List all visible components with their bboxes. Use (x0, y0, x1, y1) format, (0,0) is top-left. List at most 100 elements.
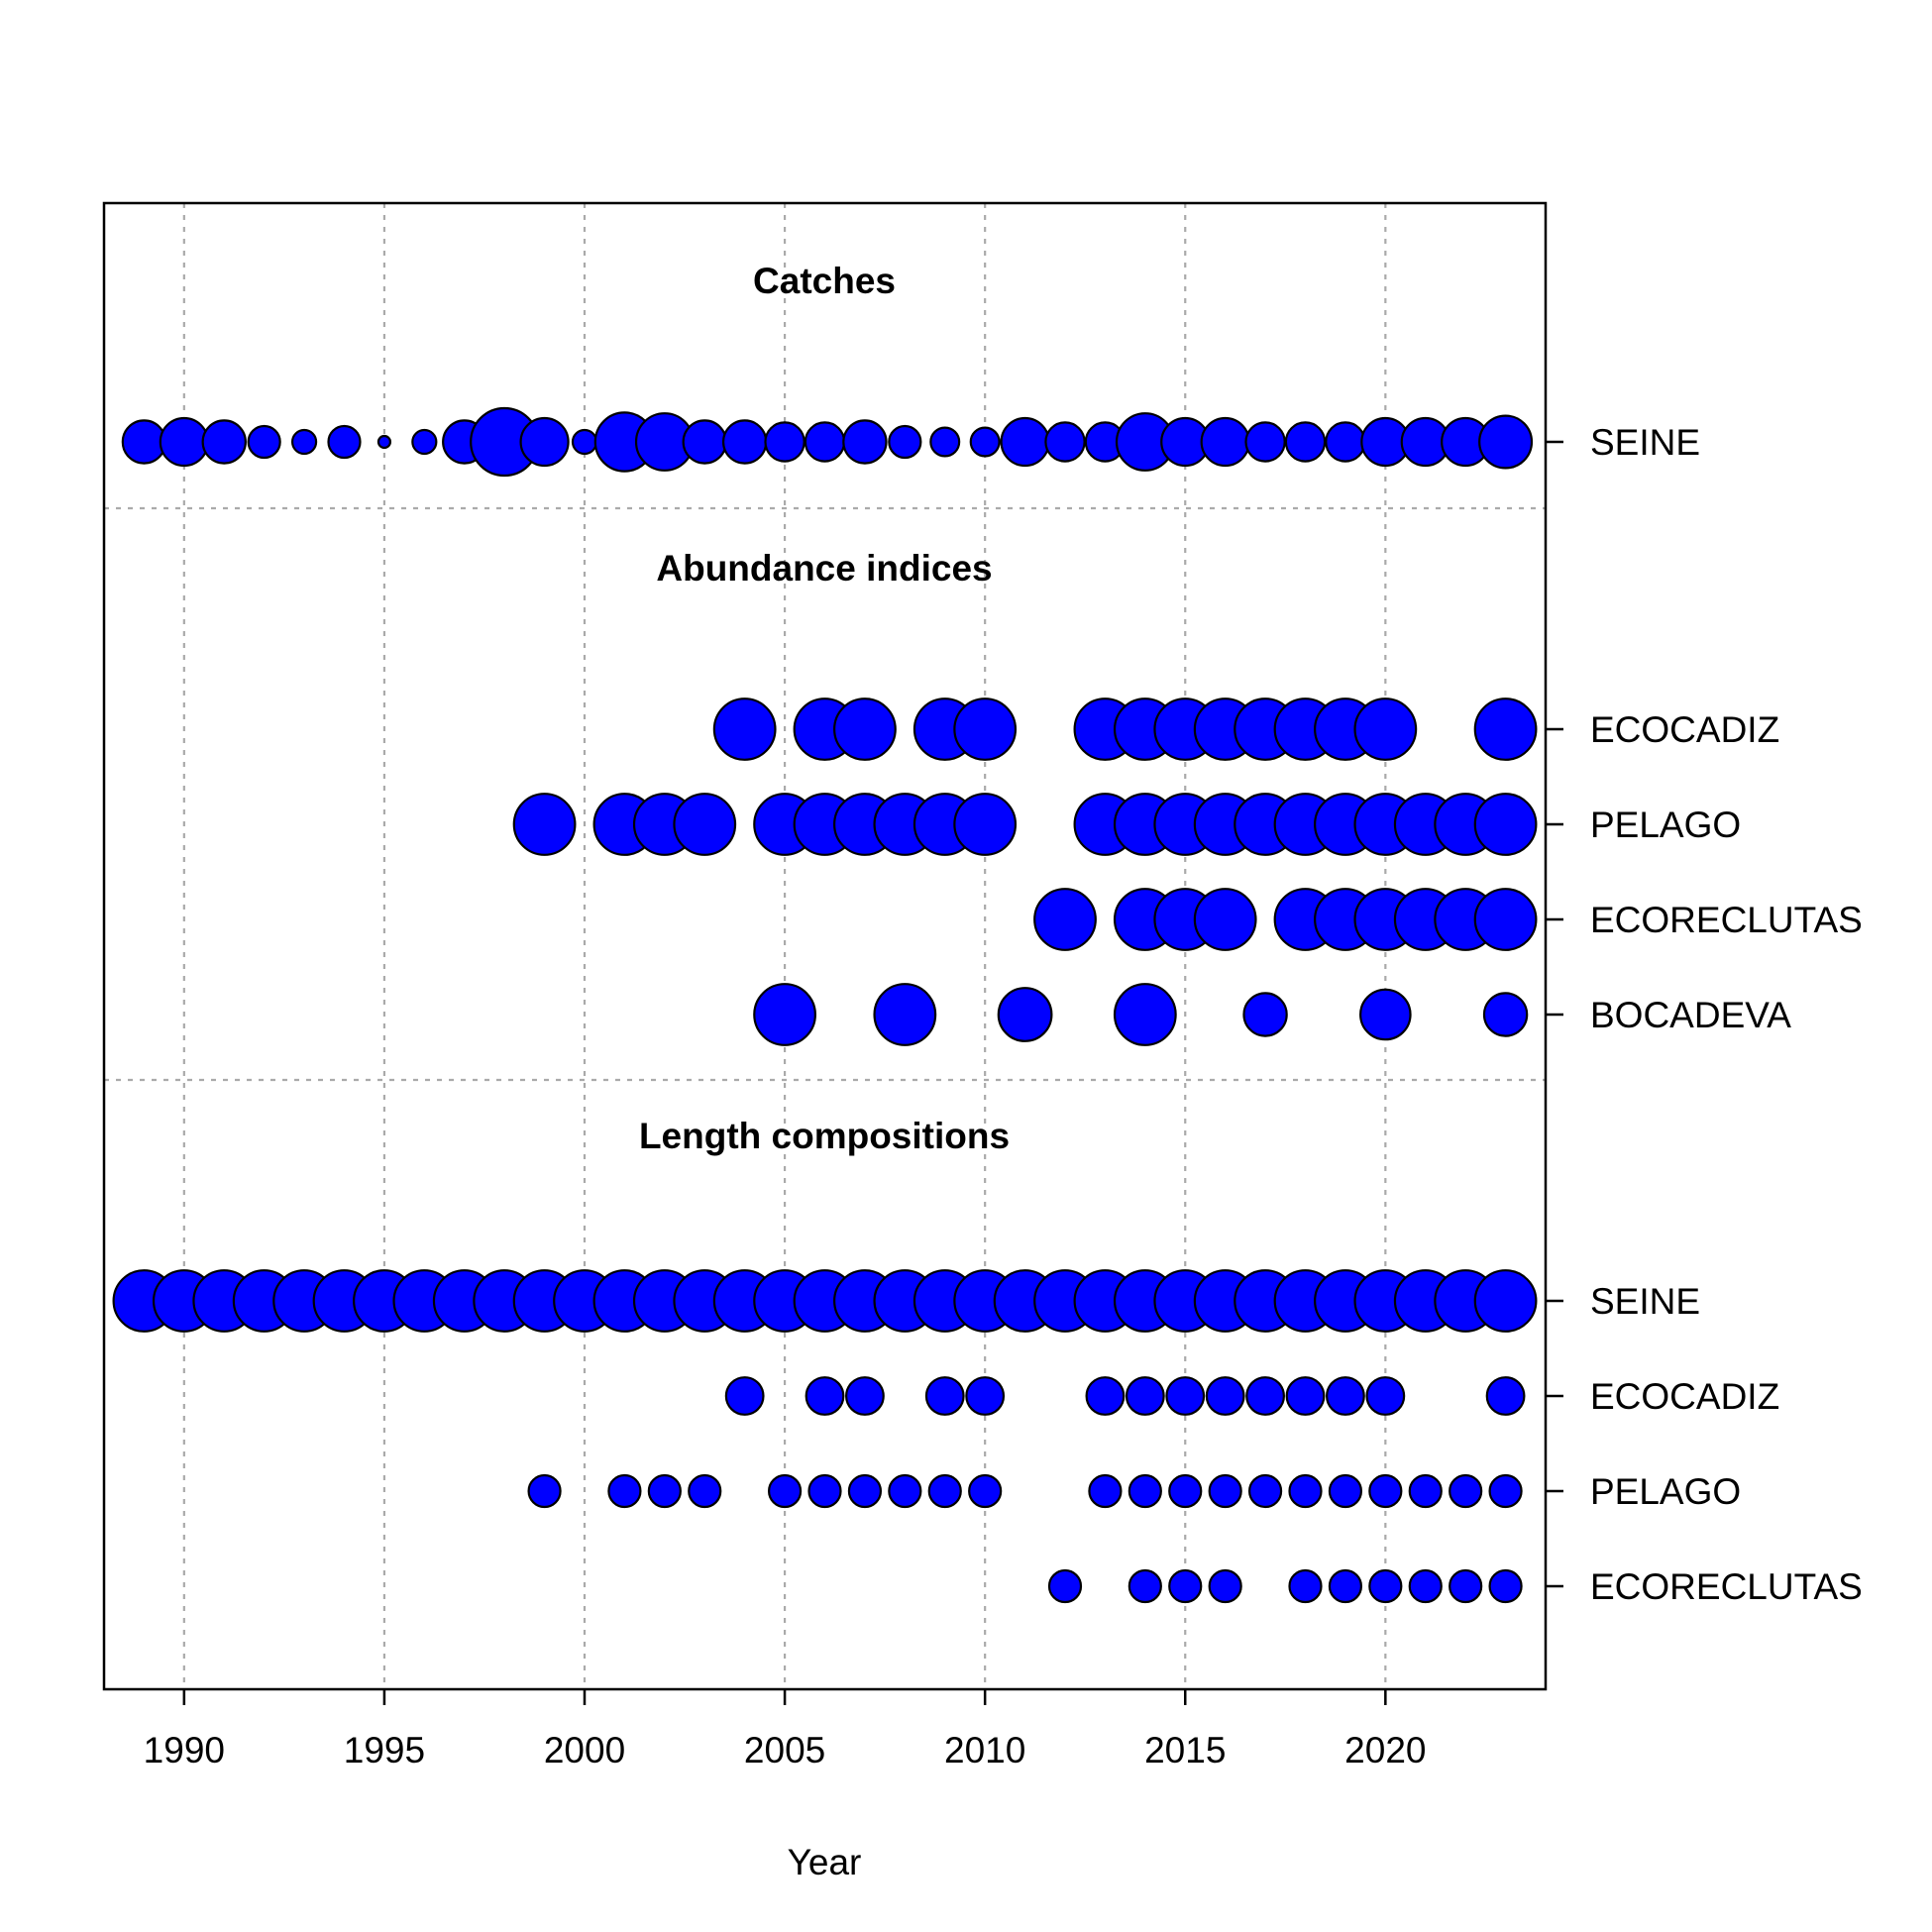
bubble (1244, 421, 1286, 463)
panel-title: Abundance indices (656, 548, 992, 589)
bubble (1473, 698, 1538, 761)
bubble (804, 421, 846, 463)
gridlines (182, 203, 1387, 1689)
plot-frame (102, 201, 1548, 1691)
bubble (1478, 414, 1534, 470)
bubble (1288, 1473, 1323, 1509)
panel-titles: Catches Abundance indices Length compositi… (639, 261, 1010, 1156)
bubble (1088, 1473, 1123, 1509)
bubble (1488, 1568, 1523, 1604)
bubble (873, 983, 937, 1046)
x-tick-label: 2005 (744, 1730, 825, 1771)
bubble (527, 1473, 562, 1509)
panel-title: Length compositions (639, 1116, 1010, 1156)
bubble (1193, 888, 1257, 951)
bubble (121, 419, 167, 465)
bubble (1408, 1568, 1443, 1604)
fleet-label: BOCADEVA (1590, 995, 1791, 1035)
fleet-label: PELAGO (1590, 1471, 1741, 1512)
bubble (688, 1473, 722, 1509)
bubble (724, 1376, 765, 1416)
bubble (519, 416, 570, 468)
bubble (1368, 1473, 1403, 1509)
bubble (1473, 1269, 1538, 1333)
fleet-label: ECOCADIZ (1590, 1376, 1779, 1417)
bubble (1326, 1376, 1365, 1416)
x-tick-label: 1990 (144, 1730, 225, 1771)
fleet-label: ECORECLUTAS (1590, 1566, 1863, 1607)
bubble (1085, 1376, 1126, 1416)
bubble (1000, 416, 1050, 468)
bubble (924, 1376, 965, 1416)
bubble (159, 416, 209, 468)
bubble (1285, 1376, 1326, 1416)
bubble (1125, 1376, 1165, 1416)
bubble (953, 698, 1018, 761)
bubble (1208, 1473, 1242, 1509)
bubble (712, 698, 777, 761)
bubble (764, 421, 805, 463)
bubble (1247, 1473, 1283, 1509)
bubble (1473, 793, 1538, 856)
bubble (1044, 421, 1086, 463)
panel-title: Catches (753, 261, 896, 301)
bubble (888, 1473, 922, 1509)
bubble (1200, 416, 1250, 468)
bubble (1485, 1376, 1526, 1416)
bubble (721, 419, 768, 465)
bubble (673, 793, 737, 856)
bubble (1205, 1376, 1245, 1416)
bubble (1127, 1473, 1162, 1509)
bubble (1168, 1473, 1203, 1509)
bubble (833, 698, 897, 761)
bubble (1408, 1473, 1443, 1509)
bubble (965, 1376, 1006, 1416)
bubble (1473, 888, 1538, 951)
bubble (997, 987, 1053, 1042)
bubble (411, 428, 438, 456)
bubble (929, 426, 961, 458)
bubble (753, 983, 816, 1046)
bubble (1242, 992, 1288, 1037)
x-tick-label: 2015 (1144, 1730, 1226, 1771)
bubble (968, 1473, 1003, 1509)
bubble (1449, 1568, 1483, 1604)
bubbles (112, 406, 1538, 1604)
x-tick-label: 2010 (944, 1730, 1025, 1771)
x-tick-label: 2000 (544, 1730, 625, 1771)
bubble (888, 424, 922, 460)
bubble (1284, 421, 1327, 463)
bubble (1127, 1568, 1162, 1604)
x-tick-label: 1995 (344, 1730, 425, 1771)
bubble (682, 419, 727, 465)
fleet-label: SEINE (1590, 422, 1700, 463)
bubble (1328, 1473, 1363, 1509)
x-tick-label: 2020 (1344, 1730, 1426, 1771)
bubble (1245, 1376, 1285, 1416)
fleet-label: SEINE (1590, 1281, 1700, 1322)
bubble (1047, 1568, 1083, 1604)
bubble (1288, 1568, 1323, 1604)
x-axis-title: Year (788, 1842, 862, 1882)
bubble (1033, 888, 1097, 951)
bubble (1325, 421, 1366, 463)
bubble (1328, 1568, 1363, 1604)
bubble (845, 1376, 885, 1416)
bubble (1488, 1473, 1523, 1509)
bubble (1482, 992, 1529, 1037)
bubble (376, 434, 392, 450)
fleet-label: ECOCADIZ (1590, 709, 1779, 750)
bubble (1168, 1568, 1203, 1604)
bubble (647, 1473, 682, 1509)
bubble (571, 428, 598, 456)
panel-separators (104, 506, 1546, 1082)
bubble (1208, 1568, 1242, 1604)
right-axis: SEINE ECOCADIZ PELAGO ECORECLUTAS BOCADEVA SE… (1546, 422, 1863, 1607)
fleet-label: ECORECLUTAS (1590, 900, 1863, 940)
fleet-label: PELAGO (1590, 805, 1741, 845)
bubble (1165, 1376, 1206, 1416)
bubble (1365, 1376, 1406, 1416)
bubble (847, 1473, 883, 1509)
bubble (1359, 988, 1412, 1041)
